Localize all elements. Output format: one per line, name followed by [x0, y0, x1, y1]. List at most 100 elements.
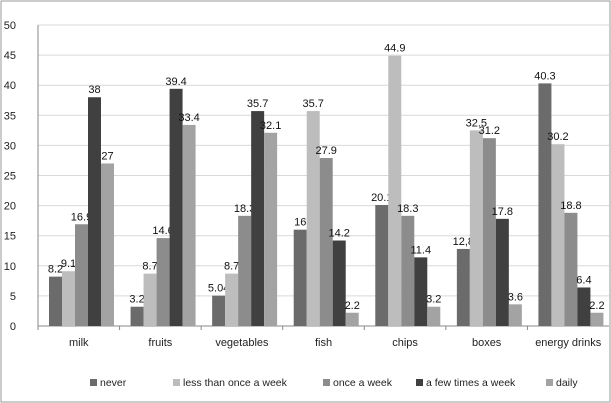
bar	[590, 312, 604, 326]
legend-swatch	[90, 379, 97, 386]
bar	[345, 312, 359, 326]
legend-label: a few times a week	[426, 377, 516, 389]
bar	[538, 83, 552, 326]
bar	[182, 124, 196, 326]
data-label: 6.4	[576, 274, 591, 286]
x-category-label: vegetables	[215, 337, 269, 349]
data-label: 12,8	[453, 236, 474, 248]
data-label: 18.3	[234, 203, 255, 215]
y-tick-label: 0	[10, 321, 16, 333]
bar	[225, 273, 239, 326]
y-tick-label: 35	[4, 110, 16, 122]
bar	[495, 218, 509, 326]
data-label: 2.2	[589, 300, 604, 312]
x-category-label: chips	[392, 337, 418, 349]
data-label: 14.6	[152, 225, 173, 237]
data-label: 31.2	[479, 125, 500, 137]
legend-label: never	[100, 377, 127, 389]
bar	[508, 304, 522, 326]
bar	[319, 158, 333, 326]
bar	[482, 138, 496, 326]
bar	[306, 111, 320, 326]
data-label: 33.4	[178, 112, 199, 124]
x-category-label: fish	[315, 337, 332, 349]
bar	[212, 295, 226, 326]
bar	[388, 55, 402, 327]
y-tick-label: 15	[4, 231, 16, 243]
legend-swatch	[416, 379, 423, 386]
data-label: 30.2	[547, 131, 568, 143]
bar	[577, 287, 591, 326]
bar	[88, 97, 101, 327]
data-label: 20.1	[371, 192, 392, 204]
y-tick-label: 25	[4, 171, 16, 183]
bar	[551, 144, 565, 326]
data-label: 17.8	[492, 206, 513, 218]
x-category-label: energy drinks	[535, 337, 602, 349]
bar	[238, 215, 252, 326]
data-label: 32.5	[466, 117, 487, 129]
data-label: 40.3	[534, 70, 555, 82]
data-label: 3.2	[426, 294, 441, 306]
data-label: 32.1	[260, 120, 281, 132]
legend-swatch	[546, 379, 553, 386]
data-label: 2.2	[345, 300, 360, 312]
legend-label: once a week	[333, 377, 393, 389]
bar	[169, 88, 183, 326]
bar	[251, 111, 265, 326]
bar	[456, 248, 470, 326]
bar	[49, 276, 62, 326]
bar	[62, 271, 75, 326]
data-label: 14.2	[329, 228, 350, 240]
data-label: 16	[294, 217, 306, 229]
bar	[401, 215, 415, 326]
data-label: 9.1	[61, 258, 76, 270]
bar	[293, 229, 307, 326]
data-label: 5.04	[208, 283, 229, 295]
data-label: 38	[88, 84, 100, 96]
data-label: 27	[101, 150, 113, 162]
data-label: 8.7	[224, 261, 239, 273]
bar	[414, 257, 428, 326]
x-category-label: fruits	[148, 337, 172, 349]
data-label: 8.7	[142, 261, 157, 273]
data-label: 3.6	[508, 291, 523, 303]
bar	[143, 273, 157, 326]
bar	[469, 130, 483, 326]
bar	[332, 240, 346, 326]
legend-swatch	[173, 379, 180, 386]
bar	[130, 306, 144, 326]
legend-label: less than once a week	[183, 377, 288, 389]
data-label: 3.2	[129, 294, 144, 306]
y-tick-label: 5	[10, 291, 16, 303]
data-label: 35.7	[303, 98, 324, 110]
bar	[564, 212, 578, 326]
y-tick-label: 20	[4, 201, 16, 213]
bar	[101, 163, 114, 326]
x-category-label: boxes	[472, 337, 502, 349]
data-label: 44.9	[384, 43, 405, 55]
data-label: 8.2	[48, 264, 63, 276]
legend-swatch	[323, 379, 330, 386]
bar	[156, 238, 170, 326]
y-tick-label: 45	[4, 50, 16, 62]
data-label: 16.9	[71, 211, 92, 223]
y-tick-label: 30	[4, 140, 16, 152]
bar	[264, 132, 278, 326]
bar	[75, 224, 88, 326]
data-label: 18.3	[397, 203, 418, 215]
y-tick-label: 10	[4, 261, 16, 273]
data-label: 18.8	[560, 200, 581, 212]
y-tick-label: 40	[4, 80, 16, 92]
bar	[427, 306, 441, 326]
x-category-label: milk	[69, 337, 89, 349]
bar	[375, 204, 389, 326]
data-label: 11.4	[410, 244, 431, 256]
data-label: 39.4	[165, 76, 186, 88]
data-label: 27.9	[316, 145, 337, 157]
legend-label: daily	[556, 377, 578, 389]
data-label: 35.7	[247, 98, 268, 110]
y-tick-label: 50	[4, 20, 16, 32]
